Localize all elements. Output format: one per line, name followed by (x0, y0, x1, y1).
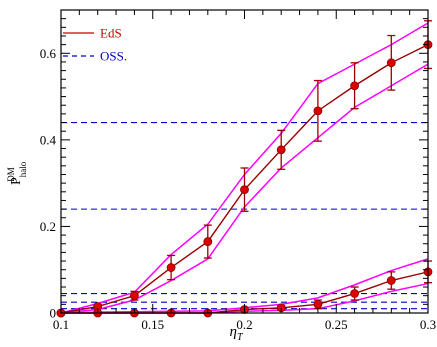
y-axis-label-sub: halo (18, 161, 28, 177)
axes: 0.1 0.15 0.2 0.25 0.3 0 0.2 0.4 0.6 (40, 9, 436, 332)
series-0-point-5 (240, 185, 249, 195)
legend-label-oss: OSS. (100, 49, 127, 64)
x-tick-label: 0.25 (325, 317, 348, 332)
series-1-point-7 (313, 299, 323, 309)
series-1-point-9 (386, 276, 396, 285)
series-0-point-9 (386, 58, 396, 68)
x-tick-label: 0.15 (141, 317, 164, 332)
series-0-point-2 (129, 291, 139, 301)
y-tick-label: 0.4 (40, 132, 57, 147)
series-1-point-8 (350, 289, 360, 298)
svg-text:PhaloDM: PhaloDM (6, 161, 28, 185)
x-tick-label: 0.2 (236, 317, 252, 332)
legend-label-eds: EdS (100, 26, 122, 41)
y-axis-label: PhaloDM (6, 161, 28, 185)
x-tick-label: 0.1 (53, 317, 69, 332)
series-0-point-3 (166, 263, 176, 272)
y-tick-label: 0 (50, 306, 57, 321)
series-0-point-7 (313, 106, 323, 116)
x-axis-label-main: η (229, 324, 236, 340)
y-axis-label-main: P (9, 177, 24, 185)
x-tick-label: 0.3 (420, 317, 436, 332)
series-0-point-6 (276, 145, 286, 155)
x-axis-label: ηT (229, 324, 243, 343)
y-tick-label: 0.6 (40, 46, 57, 61)
data-series (56, 20, 433, 318)
legend: EdS OSS. (63, 26, 127, 64)
reference-lines (61, 121, 428, 310)
series-0-point-4 (203, 237, 213, 246)
series-0-point-8 (350, 81, 360, 91)
x-axis-label-sub: T (237, 332, 244, 343)
y-tick-label: 0.2 (40, 219, 56, 234)
y-axis-label-sup: DM (6, 167, 16, 182)
